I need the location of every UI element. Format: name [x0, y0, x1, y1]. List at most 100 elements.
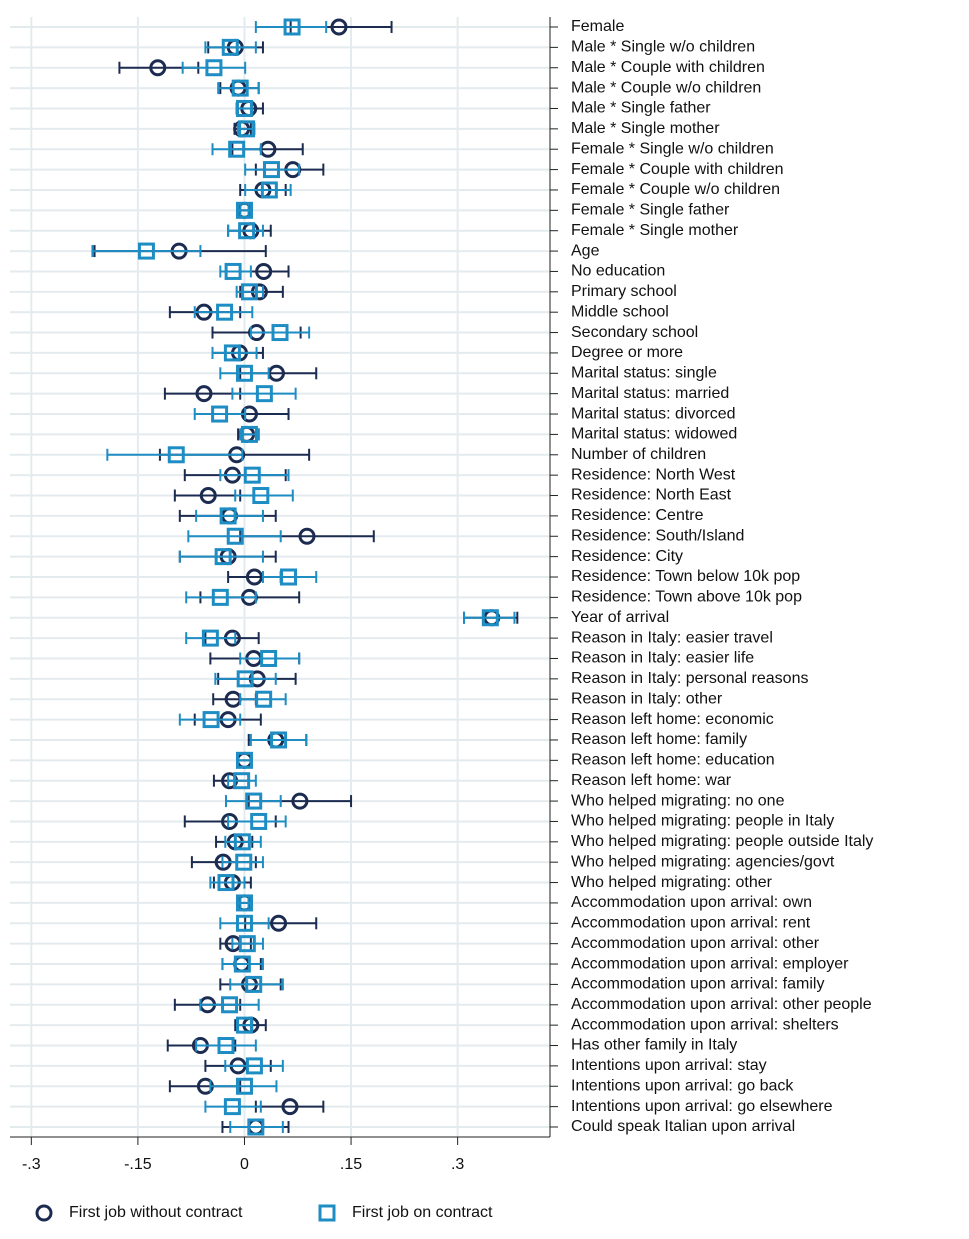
- y-tick-label: Residence: City: [571, 548, 683, 565]
- y-tick-label: Intentions upon arrival: stay: [571, 1057, 767, 1074]
- legend-marker: [318, 1204, 336, 1222]
- y-tick-label: Accommodation upon arrival: other people: [571, 996, 872, 1013]
- y-tick-label: Residence: Town above 10k pop: [571, 589, 802, 606]
- y-tick-label: Middle school: [571, 303, 669, 320]
- y-tick-label: Who helped migrating: people in Italy: [571, 813, 834, 830]
- y-tick-label: Male * Single father: [571, 100, 711, 117]
- point: [231, 79, 249, 97]
- y-tick-label: Female * Single father: [571, 202, 730, 219]
- y-tick-label: Reason in Italy: easier life: [571, 650, 754, 667]
- y-tick-label: Accommodation upon arrival: rent: [571, 915, 811, 932]
- point: [252, 487, 270, 505]
- y-tick-label: Year of arrival: [571, 609, 669, 626]
- y-tick-label: Primary school: [571, 283, 677, 300]
- y-tick-label: Residence: South/Island: [571, 527, 744, 544]
- point: [235, 1077, 253, 1095]
- point: [250, 812, 268, 830]
- point: [167, 446, 185, 464]
- point: [245, 975, 263, 993]
- y-tick-label: Male * Single mother: [571, 120, 720, 137]
- y-tick-label: Accommodation upon arrival: employer: [571, 955, 849, 972]
- point: [235, 201, 253, 219]
- y-tick-label: Secondary school: [571, 324, 698, 341]
- y-tick-label: Residence: North West: [571, 466, 736, 483]
- point: [281, 1098, 299, 1116]
- point: [211, 588, 229, 606]
- point: [255, 262, 273, 280]
- y-tick-label: Number of children: [571, 446, 706, 463]
- point: [149, 59, 167, 77]
- y-tick-label: Age: [571, 242, 600, 259]
- legend-label: First job without contract: [69, 1204, 243, 1221]
- point: [235, 1016, 253, 1034]
- y-tick-label: Marital status: married: [571, 385, 729, 402]
- point: [233, 955, 251, 973]
- point: [255, 385, 273, 403]
- point: [240, 283, 258, 301]
- point: [255, 690, 273, 708]
- point: [260, 649, 278, 667]
- point: [238, 120, 256, 138]
- point: [235, 914, 253, 932]
- point: [228, 140, 246, 158]
- y-tick-label: Reason in Italy: other: [571, 690, 723, 707]
- point: [330, 18, 348, 36]
- point: [221, 996, 239, 1014]
- point: [245, 1057, 263, 1075]
- y-tick-label: Reason in Italy: easier travel: [571, 629, 773, 646]
- point: [216, 303, 234, 321]
- y-tick-label: Residence: Town below 10k pop: [571, 568, 800, 585]
- y-tick-label: Female * Single w/o children: [571, 140, 774, 157]
- point: [226, 527, 244, 545]
- point: [283, 18, 301, 36]
- point: [205, 59, 223, 77]
- x-tick-label: .15: [340, 1156, 362, 1173]
- x-tick-label: -.3: [22, 1156, 41, 1173]
- y-tick-label: Who helped migrating: other: [571, 874, 773, 891]
- point: [245, 792, 263, 810]
- point: [217, 874, 235, 892]
- point: [217, 1037, 235, 1055]
- legend-marker: [35, 1204, 53, 1222]
- point: [221, 38, 239, 56]
- y-tick-label: Female * Single mother: [571, 222, 739, 239]
- point: [240, 425, 258, 443]
- y-tick-label: Male * Couple w/o children: [571, 79, 761, 96]
- y-tick-label: Intentions upon arrival: go elsewhere: [571, 1098, 833, 1115]
- point: [199, 487, 217, 505]
- y-tick-label: Female * Couple with children: [571, 161, 784, 178]
- y-tick-label: Reason left home: education: [571, 752, 775, 769]
- point: [247, 1118, 265, 1136]
- point: [238, 222, 256, 240]
- y-tick-label: Female * Couple w/o children: [571, 181, 780, 198]
- y-tick-label: Accommodation upon arrival: family: [571, 976, 824, 993]
- point: [236, 670, 254, 688]
- point: [233, 833, 251, 851]
- y-tick-label: Accommodation upon arrival: own: [571, 894, 812, 911]
- y-tick-label: Residence: North East: [571, 487, 732, 504]
- point: [481, 609, 499, 627]
- point: [260, 181, 278, 199]
- point: [280, 568, 298, 586]
- point: [270, 914, 288, 932]
- y-tick-label: Could speak Italian upon arrival: [571, 1118, 795, 1135]
- point: [137, 242, 155, 260]
- y-tick-label: Accommodation upon arrival: other: [571, 935, 820, 952]
- point: [298, 527, 316, 545]
- point: [235, 364, 253, 382]
- point: [214, 548, 232, 566]
- point: [235, 894, 253, 912]
- legend-label: First job on contract: [352, 1204, 493, 1221]
- point: [224, 262, 242, 280]
- y-tick-label: Reason left home: family: [571, 731, 747, 748]
- y-tick-label: Degree or more: [571, 344, 683, 361]
- point: [235, 751, 253, 769]
- point: [238, 935, 256, 953]
- point: [201, 629, 219, 647]
- point: [233, 772, 251, 790]
- y-tick-label: Reason left home: economic: [571, 711, 774, 728]
- point: [235, 99, 253, 117]
- point: [219, 507, 237, 525]
- y-tick-label: Who helped migrating: agencies/govt: [571, 853, 835, 870]
- y-tick-label: Reason in Italy: personal reasons: [571, 670, 808, 687]
